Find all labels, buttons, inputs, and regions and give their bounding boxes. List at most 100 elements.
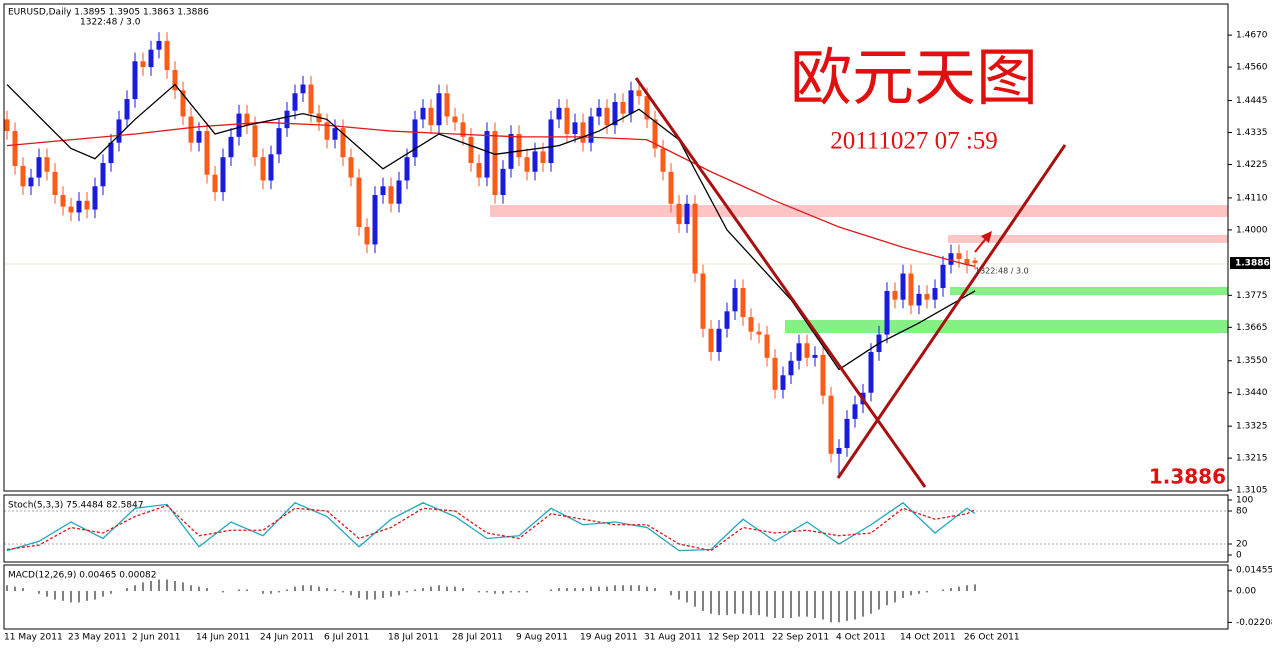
x-tick-label: 14 Jun 2011 bbox=[196, 633, 250, 643]
candle-body bbox=[612, 101, 618, 126]
candle-body bbox=[324, 122, 330, 140]
candle-body bbox=[732, 288, 738, 312]
candle-body bbox=[124, 99, 130, 120]
support-zone bbox=[950, 287, 1228, 295]
candle-body bbox=[20, 165, 26, 187]
candle-body bbox=[556, 107, 562, 120]
candle-body bbox=[844, 418, 850, 448]
x-tick-label: 11 May 2011 bbox=[4, 633, 63, 643]
candle-body bbox=[52, 171, 58, 196]
candle-body bbox=[804, 343, 810, 358]
candle-body bbox=[548, 119, 554, 164]
candle-body bbox=[308, 84, 314, 114]
candle-body bbox=[180, 90, 186, 117]
candle-body bbox=[452, 116, 458, 123]
y-tick-label: 1.3325 bbox=[1236, 422, 1268, 432]
candle-body bbox=[300, 84, 306, 94]
candle-body bbox=[212, 174, 218, 193]
candle-body bbox=[244, 113, 250, 126]
candle-body bbox=[628, 90, 634, 114]
candle-body bbox=[420, 107, 426, 120]
candle-body bbox=[436, 93, 442, 126]
candle-body bbox=[796, 343, 802, 361]
candle-body bbox=[900, 273, 906, 300]
candle-body bbox=[700, 273, 706, 329]
candle-body bbox=[812, 354, 818, 358]
x-tick-label: 18 Jul 2011 bbox=[388, 633, 439, 643]
candle-body bbox=[908, 273, 914, 306]
candle-body bbox=[540, 151, 546, 164]
candle-body bbox=[364, 227, 370, 245]
candle-body bbox=[756, 331, 762, 335]
x-tick-label: 31 Aug 2011 bbox=[644, 633, 702, 643]
candle-body bbox=[820, 354, 826, 396]
candle-body bbox=[524, 157, 530, 172]
candle-body bbox=[564, 107, 570, 134]
price-big: 1.3886 bbox=[1149, 465, 1226, 489]
candle-body bbox=[428, 107, 434, 126]
candle-body bbox=[684, 203, 690, 225]
y-tick-label: 1.4225 bbox=[1236, 160, 1268, 170]
y-tick-label: 1.4000 bbox=[1236, 225, 1268, 235]
candle-body bbox=[516, 133, 522, 158]
candle-body bbox=[788, 360, 794, 376]
timer: 1322:48 / 3.0 bbox=[80, 18, 141, 28]
chart-title: 欧元天图 bbox=[790, 41, 1038, 114]
candle-body bbox=[468, 136, 474, 164]
candle-body bbox=[404, 157, 410, 181]
y-tick-label: 1.4445 bbox=[1236, 96, 1268, 106]
x-tick-label: 9 Aug 2011 bbox=[516, 633, 568, 643]
y-tick-label: 1.4335 bbox=[1236, 128, 1268, 138]
candle-body bbox=[12, 131, 18, 166]
x-tick-label: 23 May 2011 bbox=[68, 633, 127, 643]
price-box-label: 1.3886 bbox=[1235, 259, 1270, 269]
candle-body bbox=[572, 122, 578, 134]
y-tick-label: 0 bbox=[1236, 551, 1242, 561]
candle-body bbox=[236, 113, 242, 137]
resistance-zone bbox=[490, 205, 1228, 217]
candle-body bbox=[748, 317, 754, 332]
candle-body bbox=[492, 131, 498, 196]
candle-body bbox=[708, 328, 714, 353]
candle-body bbox=[972, 260, 978, 264]
candle-body bbox=[948, 253, 954, 265]
indicator-line bbox=[6, 83, 976, 371]
x-tick-label: 2 Jun 2011 bbox=[132, 633, 180, 643]
y-tick-label: 20 bbox=[1236, 540, 1248, 550]
candle-body bbox=[84, 200, 90, 210]
symbol-info: EURUSD,Daily 1.3895 1.3905 1.3863 1.3886 bbox=[8, 8, 209, 18]
candle-body bbox=[724, 311, 730, 329]
x-tick-label: 22 Sep 2011 bbox=[772, 633, 829, 643]
candle-body bbox=[868, 352, 874, 393]
candle-body bbox=[852, 404, 858, 419]
candle-body bbox=[36, 157, 42, 178]
plot: 1.4670 1.4560 1.4445 1.4335 1.4225 1.4110 1.40… bbox=[4, 31, 1272, 643]
candle-body bbox=[932, 288, 938, 300]
arrow-head bbox=[981, 231, 992, 243]
timer-near: 1322:48 / 3.0 bbox=[975, 267, 1029, 276]
candle-body bbox=[380, 186, 386, 196]
candle-body bbox=[460, 122, 466, 137]
candle-body bbox=[188, 116, 194, 143]
y-tick-label: 1.3550 bbox=[1236, 356, 1268, 366]
indicator-line bbox=[6, 501, 976, 552]
candle-body bbox=[396, 180, 402, 204]
y-tick-label: 1.4670 bbox=[1236, 31, 1268, 41]
candle-body bbox=[780, 375, 786, 390]
indicator-line bbox=[6, 121, 976, 267]
candle-body bbox=[828, 395, 834, 454]
candle-body bbox=[172, 69, 178, 91]
candle-body bbox=[148, 49, 154, 68]
candle-body bbox=[356, 177, 362, 228]
x-tick-label: 28 Jul 2011 bbox=[452, 633, 503, 643]
candle-body bbox=[484, 131, 490, 178]
y-tick-label: 1.3105 bbox=[1236, 486, 1268, 496]
candle-body bbox=[500, 168, 506, 196]
candle-body bbox=[268, 154, 274, 181]
candle-body bbox=[668, 171, 674, 204]
candle-body bbox=[108, 142, 114, 164]
candle-body bbox=[4, 119, 10, 132]
x-tick-label: 24 Jun 2011 bbox=[260, 633, 314, 643]
candle-body bbox=[652, 119, 658, 149]
